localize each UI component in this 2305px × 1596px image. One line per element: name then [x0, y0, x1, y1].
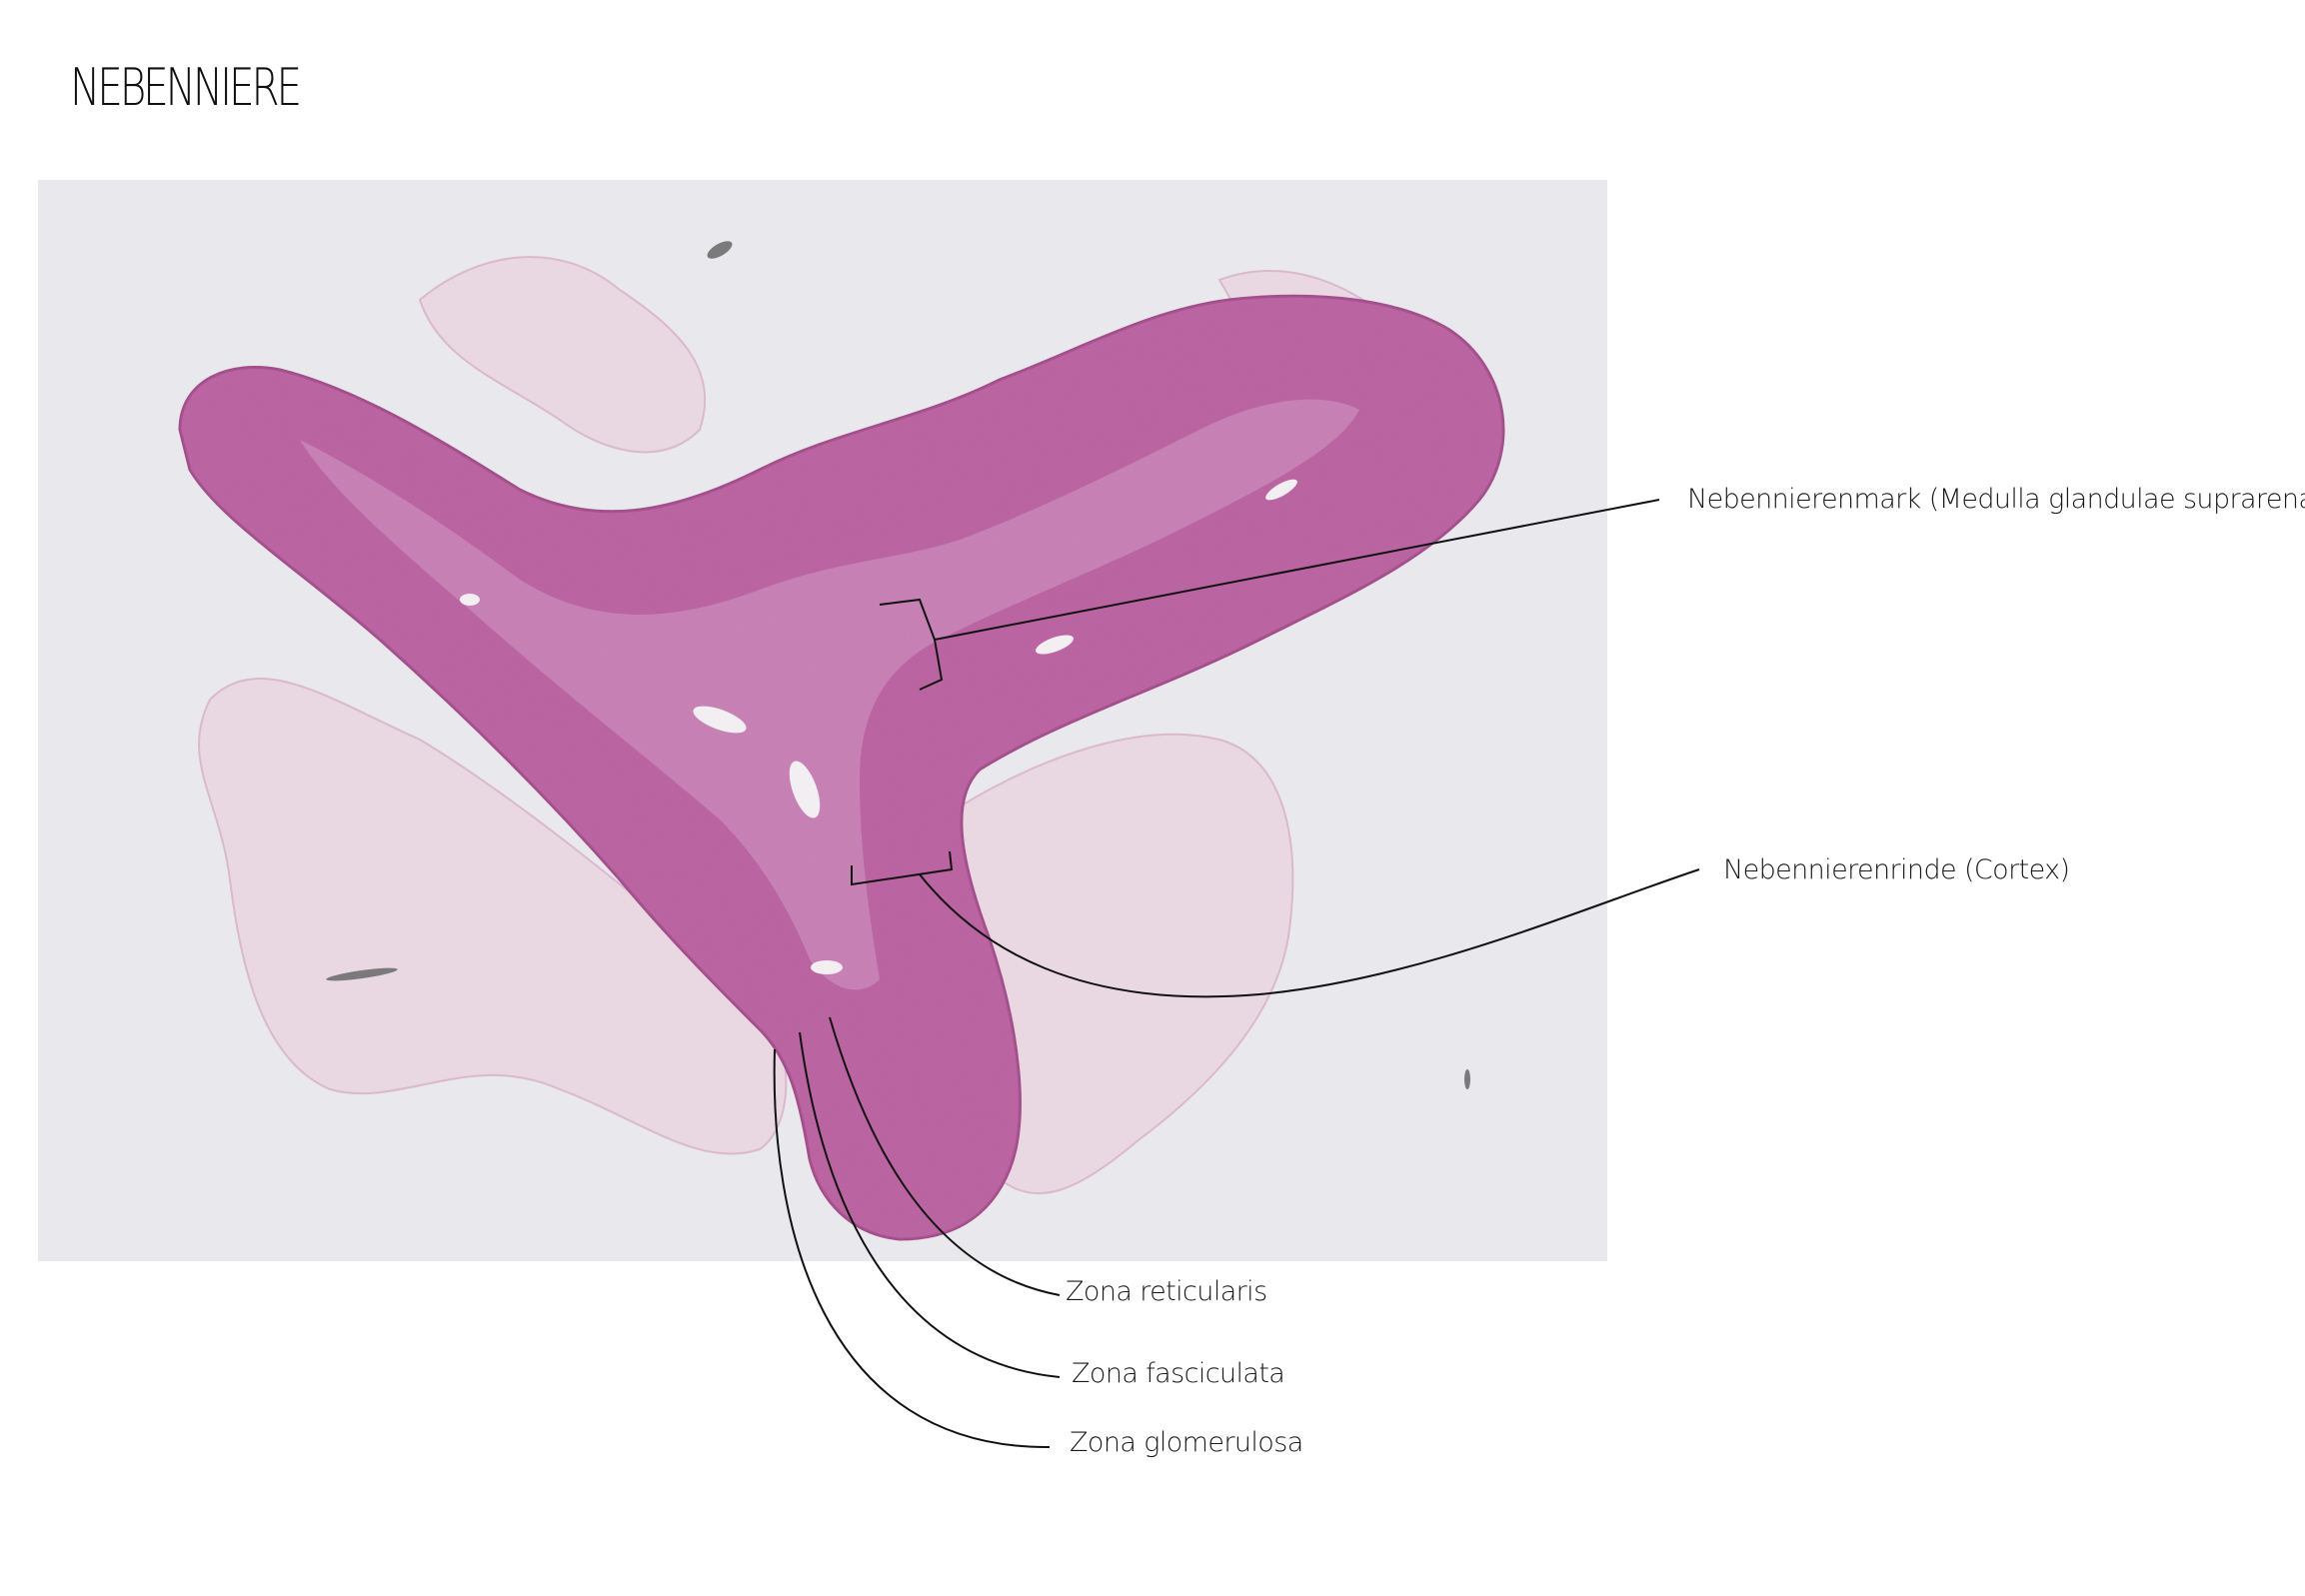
- label-zona-fasciculata: Zona fasciculata: [1072, 1358, 1285, 1389]
- cortex-leader: [919, 868, 1700, 998]
- slide-artefacts: [326, 241, 1470, 1089]
- reticularis-leader: [829, 1016, 1061, 1296]
- fasciculata-leader: [799, 1031, 1061, 1378]
- vessel-lumina: [460, 479, 1297, 974]
- label-zona-glomerulosa: Zona glomerulosa: [1070, 1427, 1303, 1458]
- glomerulosa-leader: [773, 1048, 1051, 1449]
- page-title: NEBENNIERE: [70, 58, 302, 118]
- cortex-bracket: [851, 850, 954, 886]
- leader-lines: [773, 499, 1700, 1449]
- medulla-leader: [934, 499, 1660, 641]
- label-zona-reticularis: Zona reticularis: [1066, 1276, 1267, 1307]
- label-medulla: Nebennierenmark (Medulla glandulae supra…: [1687, 484, 2305, 515]
- label-cortex: Nebennierenrinde (Cortex): [1723, 854, 2070, 885]
